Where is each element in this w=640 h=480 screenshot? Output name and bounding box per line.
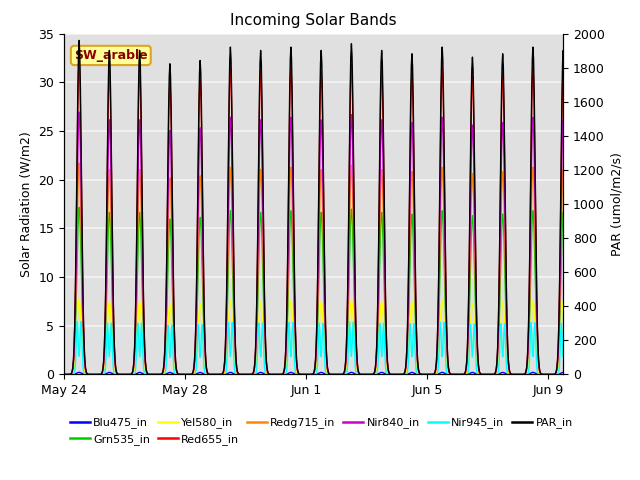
Blu475_in [454, 372, 462, 377]
Line: Nir945_in: Nir945_in [64, 322, 578, 374]
Line: Redg715_in: Redg715_in [64, 163, 578, 374]
Nir840_in [574, 372, 582, 377]
Grn535_in [76, 204, 83, 210]
Redg715_in [328, 372, 335, 377]
Y-axis label: Solar Radiation (W/m2): Solar Radiation (W/m2) [20, 131, 33, 277]
Line: Grn535_in: Grn535_in [64, 207, 578, 374]
Y-axis label: PAR (umol/m2/s): PAR (umol/m2/s) [611, 152, 623, 256]
Red655_in [151, 372, 159, 377]
Grn535_in [454, 372, 462, 377]
Line: Nir840_in: Nir840_in [64, 112, 578, 374]
Red655_in [574, 372, 582, 377]
Yel580_in [151, 372, 159, 377]
Text: SW_arable: SW_arable [74, 49, 148, 62]
Yel580_in [130, 368, 138, 374]
Redg715_in [371, 370, 379, 375]
Yel580_in [574, 372, 582, 377]
Yel580_in [76, 297, 83, 302]
Nir840_in [130, 360, 138, 366]
Redg715_in [165, 182, 173, 188]
Nir945_in [454, 372, 462, 377]
Yel580_in [328, 372, 335, 377]
Redg715_in [130, 362, 138, 368]
Red655_in [454, 372, 462, 377]
Grn535_in [371, 370, 379, 376]
Red655_in [76, 58, 83, 64]
Nir945_in [74, 319, 81, 324]
Blu475_in [60, 372, 68, 377]
Yel580_in [120, 372, 127, 377]
Line: PAR_in: PAR_in [64, 40, 578, 374]
Nir840_in [328, 372, 335, 377]
Grn535_in [165, 222, 173, 228]
Yel580_in [60, 372, 68, 377]
Grn535_in [120, 372, 127, 377]
Grn535_in [328, 372, 335, 377]
Yel580_in [371, 371, 379, 377]
Blu475_in [151, 372, 159, 377]
Redg715_in [454, 372, 462, 377]
Redg715_in [76, 160, 83, 166]
Blu475_in [120, 372, 127, 377]
Nir840_in [165, 137, 173, 143]
Blu475_in [76, 370, 83, 375]
Nir840_in [454, 372, 462, 377]
Title: Incoming Solar Bands: Incoming Solar Bands [230, 13, 397, 28]
Red655_in [120, 372, 127, 377]
Grn535_in [151, 372, 159, 377]
Redg715_in [574, 372, 582, 377]
PAR_in [574, 372, 582, 377]
PAR_in [120, 372, 127, 377]
Nir945_in [165, 347, 173, 353]
Nir840_in [76, 109, 83, 115]
Grn535_in [574, 372, 582, 377]
Blu475_in [328, 372, 335, 377]
Red655_in [371, 369, 379, 374]
Nir945_in [574, 372, 582, 377]
PAR_in [165, 72, 173, 78]
Red655_in [130, 358, 138, 364]
PAR_in [130, 357, 138, 363]
Line: Yel580_in: Yel580_in [64, 300, 578, 374]
PAR_in [328, 372, 335, 377]
Yel580_in [165, 304, 173, 310]
Blu475_in [130, 372, 138, 377]
Line: Blu475_in: Blu475_in [64, 372, 578, 374]
Blu475_in [574, 372, 582, 377]
Nir840_in [371, 369, 379, 375]
Redg715_in [151, 372, 159, 377]
Red655_in [60, 372, 68, 377]
Grn535_in [60, 372, 68, 377]
Redg715_in [60, 372, 68, 377]
Nir840_in [120, 372, 127, 377]
Nir945_in [328, 372, 335, 377]
Nir945_in [60, 372, 68, 377]
Blu475_in [165, 370, 173, 375]
Red655_in [165, 91, 173, 97]
Nir840_in [151, 372, 159, 377]
Legend: Blu475_in, Grn535_in, Yel580_in, Red655_in, Redg715_in, Nir840_in, Nir945_in, PA: Blu475_in, Grn535_in, Yel580_in, Red655_… [70, 418, 573, 445]
Nir840_in [60, 372, 68, 377]
Nir945_in [130, 372, 138, 377]
Grn535_in [130, 364, 138, 370]
PAR_in [371, 369, 379, 374]
Yel580_in [454, 372, 462, 377]
Nir945_in [151, 372, 159, 377]
PAR_in [454, 372, 462, 377]
PAR_in [60, 372, 68, 377]
PAR_in [76, 37, 83, 43]
Blu475_in [371, 372, 379, 377]
Nir945_in [371, 372, 379, 377]
Nir945_in [120, 372, 127, 377]
Red655_in [328, 372, 335, 377]
Redg715_in [120, 372, 127, 377]
PAR_in [151, 372, 159, 377]
Line: Red655_in: Red655_in [64, 61, 578, 374]
